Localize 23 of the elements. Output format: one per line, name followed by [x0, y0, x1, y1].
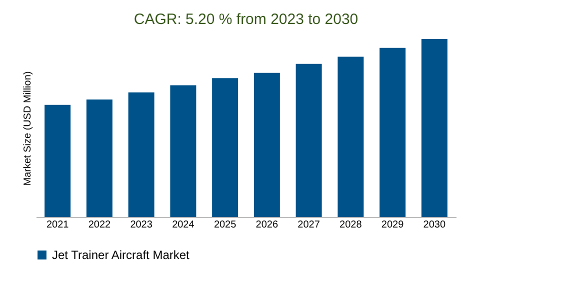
bar — [212, 78, 238, 217]
x-tick-label: 2024 — [172, 220, 195, 230]
x-tick-label: 2023 — [130, 220, 153, 230]
x-tick-label: 2022 — [88, 220, 111, 230]
x-tick-label: 2030 — [423, 220, 446, 230]
bar — [128, 92, 154, 217]
x-tick-label: 2029 — [381, 220, 404, 230]
bar — [170, 85, 196, 217]
y-axis-title: Market Size (USD Million) — [22, 71, 34, 186]
bar — [86, 100, 112, 217]
x-tick-label: 2026 — [256, 220, 278, 230]
bar — [338, 56, 364, 217]
x-tick-label: 2021 — [46, 220, 70, 230]
bar — [296, 64, 322, 217]
chart-title: CAGR: 5.20 % from 2023 to 2030 — [134, 11, 358, 28]
x-tick-label: 2027 — [298, 220, 320, 230]
bar — [44, 104, 71, 217]
x-tick-label: 2025 — [214, 220, 237, 230]
bar — [254, 72, 280, 217]
bar — [421, 39, 448, 217]
bar — [380, 48, 406, 217]
legend-label: Jet Trainer Aircraft Market — [52, 248, 190, 262]
x-tick-label: 2028 — [340, 220, 362, 230]
